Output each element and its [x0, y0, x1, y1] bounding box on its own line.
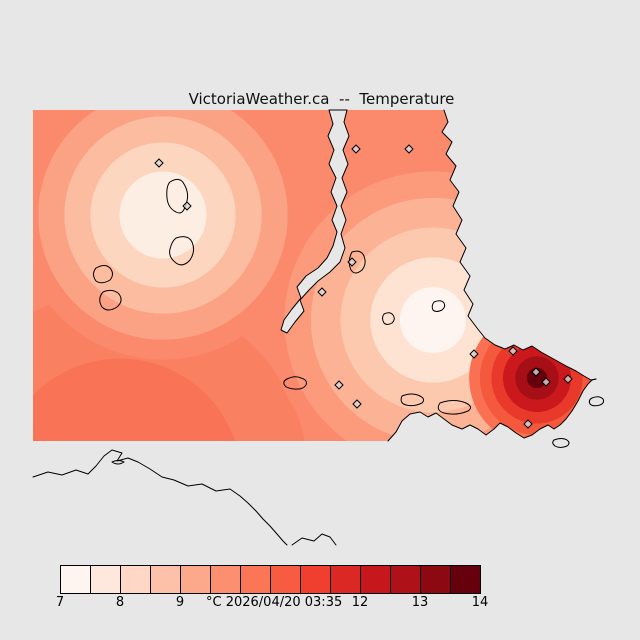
station-marker	[404, 144, 414, 154]
island-outlines	[400, 393, 605, 448]
lake-outline	[382, 312, 395, 325]
water-strait	[33, 379, 610, 545]
station-marker	[352, 399, 362, 409]
lake-outlines	[93, 178, 446, 390]
inlet	[280, 109, 350, 334]
colorbar-segment	[150, 566, 180, 593]
lake-outline	[166, 178, 189, 214]
colorbar-segment	[180, 566, 210, 593]
island-outline	[552, 438, 570, 448]
station-marker	[563, 374, 573, 384]
colorbar-segment	[270, 566, 300, 593]
colorbar-segment	[120, 566, 150, 593]
stations-group	[154, 144, 573, 429]
station-marker	[531, 367, 541, 377]
lake-outline	[348, 250, 366, 274]
water-northeast	[442, 110, 610, 380]
station-marker	[347, 257, 357, 267]
colorbar-tick-label: 9	[175, 595, 185, 610]
station-marker	[317, 287, 327, 297]
station-marker	[469, 349, 479, 359]
station-marker	[541, 377, 551, 387]
map-title: VictoriaWeather.ca -- Temperature	[188, 90, 455, 108]
colorbar	[60, 565, 481, 594]
island-outline	[588, 396, 605, 407]
coastline-olympic-east	[291, 533, 337, 546]
island-outline	[400, 393, 425, 407]
colorbar-tick-label: 8	[115, 595, 125, 610]
colorbar-segment	[90, 566, 120, 593]
pond-outline	[111, 460, 125, 465]
coastline-south	[387, 378, 597, 442]
coastline-east	[441, 109, 597, 381]
colorbar-segment	[420, 566, 450, 593]
colorbar-segment	[450, 566, 480, 593]
colorbar-tick-label: 14	[471, 595, 489, 610]
colorbar-segment	[330, 566, 360, 593]
colorbar-tick-label: 13	[411, 595, 429, 610]
lake-outline	[431, 300, 446, 312]
lake-outline	[169, 236, 195, 266]
station-marker	[523, 419, 533, 429]
station-marker	[182, 201, 192, 211]
station-marker	[351, 144, 361, 154]
station-marker	[508, 346, 518, 356]
colorbar-segment	[240, 566, 270, 593]
colorbar-segment	[390, 566, 420, 593]
lake-outline	[99, 289, 122, 311]
colorbar-segment	[360, 566, 390, 593]
colorbar-tick-label: 7	[55, 595, 65, 610]
station-marker	[334, 380, 344, 390]
colorbar-segment	[300, 566, 330, 593]
coastline-olympic-peninsula	[32, 449, 288, 546]
colorbar-tick-label: 12	[351, 595, 369, 610]
colorbar-segment	[61, 566, 90, 593]
station-marker	[154, 158, 164, 168]
colorbar-unit-timestamp: °C 2026/04/20 03:35	[203, 596, 346, 610]
lake-outline	[283, 376, 307, 390]
lake-outline	[93, 265, 113, 284]
colorbar-segment	[210, 566, 240, 593]
island-outline	[437, 400, 472, 415]
